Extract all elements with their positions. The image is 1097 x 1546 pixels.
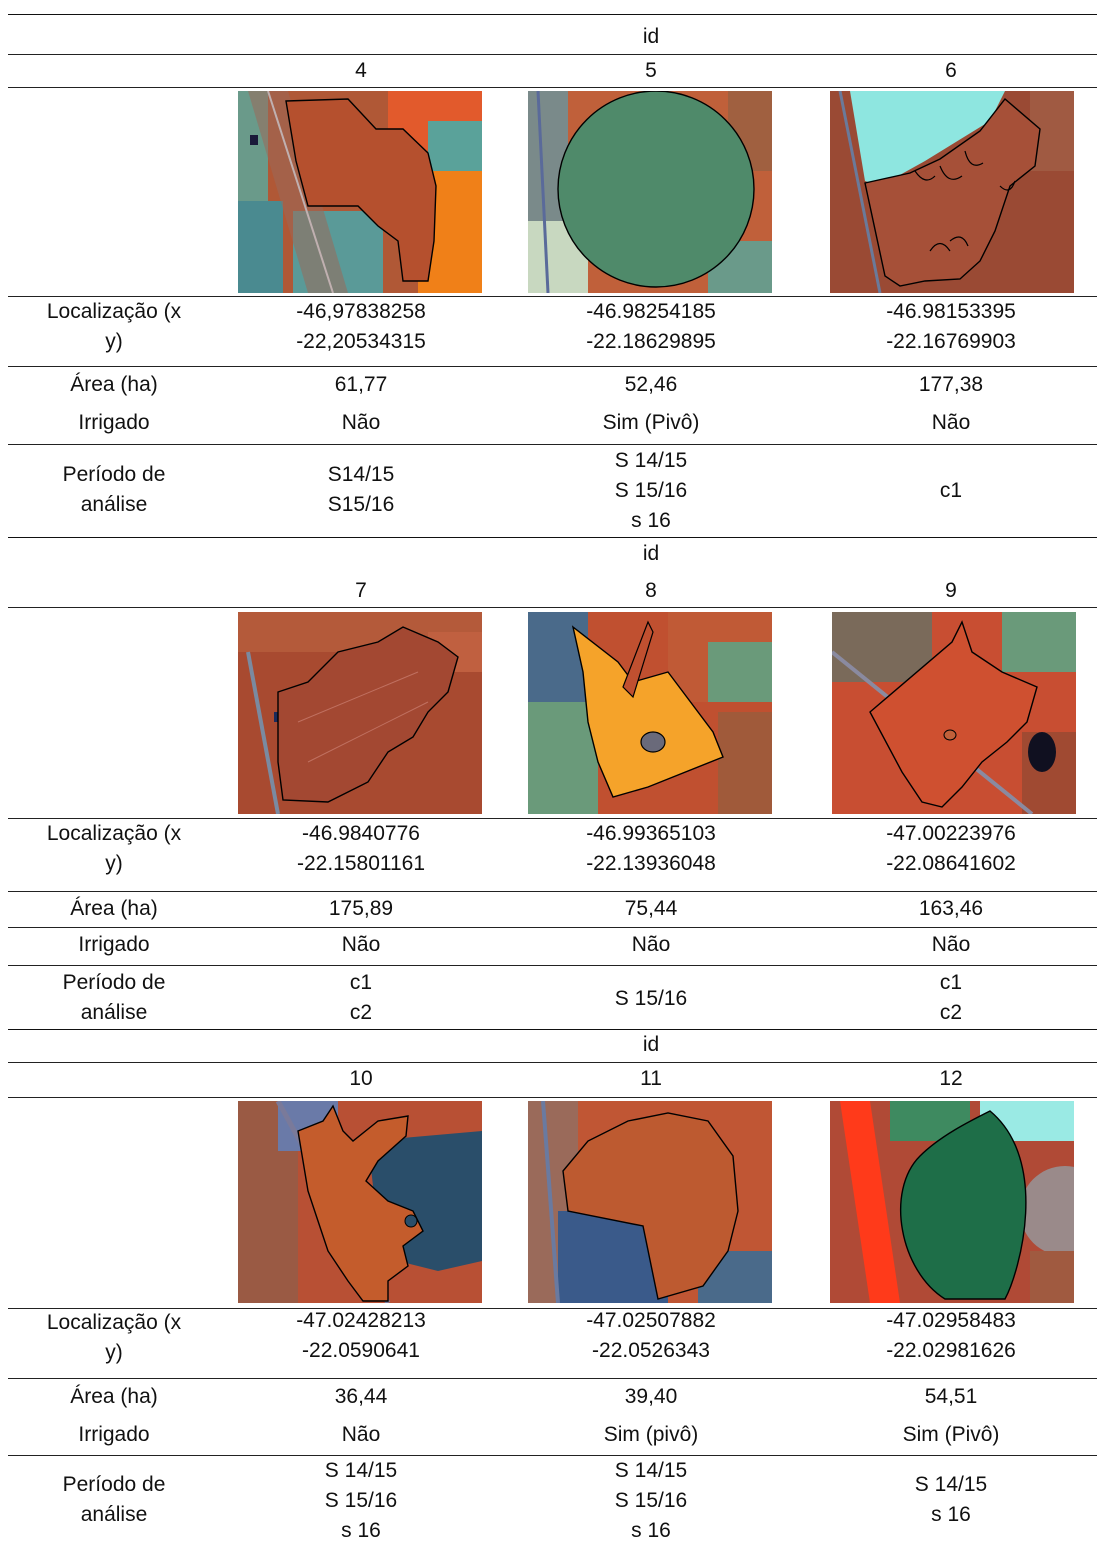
period-value: S 14/15 s 16 — [914, 1473, 988, 1526]
area-value: 54,51 — [924, 1385, 978, 1408]
location-value: -46.99365103 -22.13936048 — [586, 822, 716, 875]
table-rule — [8, 965, 1097, 966]
irrigated-label: Irrigado — [78, 411, 150, 434]
irrigated-value: Sim (pivô) — [603, 1423, 699, 1446]
table-rule — [8, 927, 1097, 928]
location-label: Localização (x y) — [46, 1311, 182, 1364]
satellite-image-field-7 — [238, 612, 482, 814]
table-rule — [8, 1308, 1097, 1309]
period-value: S 14/15 S 15/16 s 16 — [324, 1459, 398, 1542]
satellite-image-field-4 — [238, 91, 482, 293]
irrigated-value: Não — [341, 1423, 381, 1446]
table-rule — [8, 818, 1097, 819]
id-header: id — [642, 1033, 660, 1056]
table-rule — [8, 444, 1097, 445]
field-id: 6 — [945, 59, 957, 82]
location-value: -46.98254185 -22.18629895 — [586, 300, 716, 353]
table-rule — [8, 1097, 1097, 1098]
location-value: -47.00223976 -22.08641602 — [886, 822, 1016, 875]
period-label: Período de análise — [62, 1473, 166, 1526]
field-id: 9 — [945, 579, 957, 602]
irrigated-label: Irrigado — [78, 1423, 150, 1446]
satellite-image-field-5 — [528, 91, 772, 293]
period-value: S 14/15 S 15/16 s 16 — [614, 1459, 688, 1542]
area-value: 175,89 — [328, 897, 394, 920]
location-label: Localização (x y) — [46, 300, 182, 353]
period-value: c1 — [939, 479, 963, 502]
table-rule — [8, 1378, 1097, 1379]
irrigated-value: Não — [341, 411, 381, 434]
table-rule — [8, 54, 1097, 55]
field-id: 5 — [645, 59, 657, 82]
satellite-image-field-8 — [528, 612, 772, 814]
area-value: 75,44 — [624, 897, 678, 920]
period-value: S 14/15 S 15/16 s 16 — [614, 449, 688, 532]
satellite-image-field-6 — [830, 91, 1074, 293]
irrigated-value: Sim (Pivô) — [902, 1423, 1000, 1446]
area-value: 61,77 — [334, 373, 388, 396]
area-label: Área (ha) — [70, 897, 158, 920]
field-id: 12 — [939, 1067, 963, 1090]
area-label: Área (ha) — [70, 1385, 158, 1408]
location-value: -46,97838258 -22,20534315 — [296, 300, 426, 353]
location-value: -47.02507882 -22.0526343 — [586, 1309, 716, 1362]
irrigated-label: Irrigado — [78, 933, 150, 956]
field-id: 7 — [355, 579, 367, 602]
area-value: 177,38 — [918, 373, 984, 396]
period-value: S 15/16 — [614, 987, 688, 1010]
location-value: -47.02428213 -22.0590641 — [296, 1309, 426, 1362]
satellite-image-field-11 — [528, 1101, 772, 1303]
irrigated-value: Não — [631, 933, 671, 956]
irrigated-value: Não — [341, 933, 381, 956]
area-value: 163,46 — [918, 897, 984, 920]
area-value: 52,46 — [624, 373, 678, 396]
table-rule — [8, 14, 1097, 15]
satellite-image-field-12 — [830, 1101, 1074, 1303]
table-rule — [8, 1029, 1097, 1030]
location-value: -46.98153395 -22.16769903 — [886, 300, 1016, 353]
table-rule — [8, 366, 1097, 367]
irrigated-value: Não — [931, 411, 971, 434]
period-label: Período de análise — [62, 971, 166, 1024]
location-value: -47.02958483 -22.02981626 — [886, 1309, 1016, 1362]
location-label: Localização (x y) — [46, 822, 182, 875]
table-rule — [8, 537, 1097, 538]
table-rule — [8, 1062, 1097, 1063]
table-rule — [8, 1455, 1097, 1456]
table-rule — [8, 891, 1097, 892]
area-value: 36,44 — [334, 1385, 388, 1408]
table-rule — [8, 607, 1097, 608]
id-header: id — [642, 542, 660, 565]
area-value: 39,40 — [624, 1385, 678, 1408]
field-id: 10 — [349, 1067, 373, 1090]
satellite-image-field-9 — [832, 612, 1076, 814]
field-id: 11 — [640, 1067, 662, 1090]
period-value: S14/15 S15/16 — [327, 463, 395, 516]
field-id: 4 — [355, 59, 367, 82]
period-value: c1 c2 — [349, 971, 373, 1024]
irrigated-value: Não — [931, 933, 971, 956]
location-value: -46.9840776 -22.15801161 — [296, 822, 426, 875]
area-label: Área (ha) — [70, 373, 158, 396]
table-rule — [8, 87, 1097, 88]
table-rule — [8, 296, 1097, 297]
irrigated-value: Sim (Pivô) — [602, 411, 700, 434]
period-value: c1 c2 — [939, 971, 963, 1024]
period-label: Período de análise — [62, 463, 166, 516]
satellite-image-field-10 — [238, 1101, 482, 1303]
id-header: id — [642, 25, 660, 48]
field-id: 8 — [645, 579, 657, 602]
